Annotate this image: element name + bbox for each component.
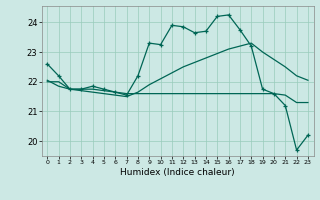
X-axis label: Humidex (Indice chaleur): Humidex (Indice chaleur) [120,168,235,177]
